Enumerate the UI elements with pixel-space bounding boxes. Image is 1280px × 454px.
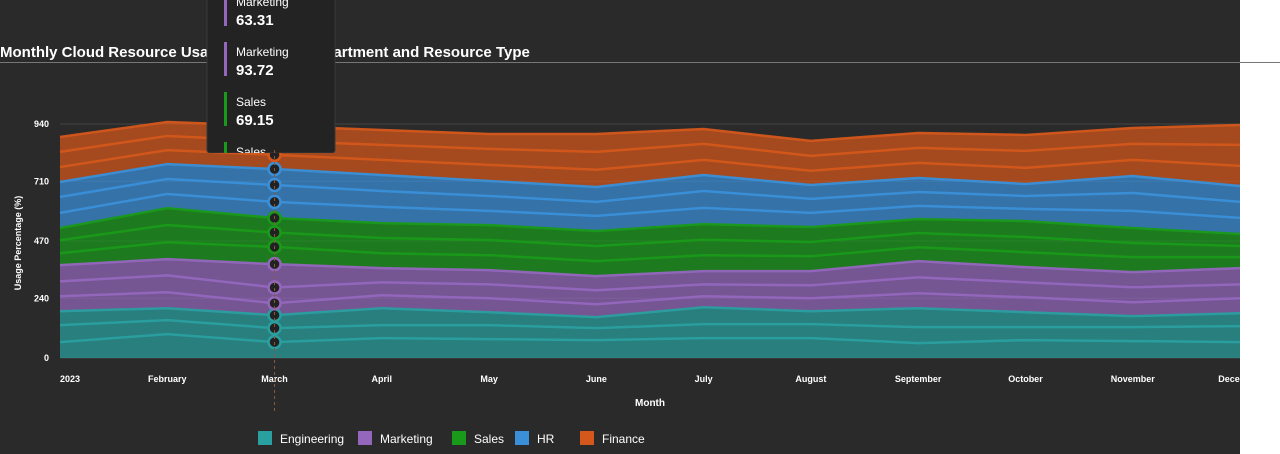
tooltip-swatch (224, 92, 227, 126)
y-tick-label: 710 (34, 176, 49, 186)
legend-swatch[interactable] (358, 431, 372, 445)
x-tick-label: April (372, 374, 393, 384)
x-tick-label: June (586, 374, 607, 384)
legend-label[interactable]: Sales (474, 432, 504, 446)
legend-swatch[interactable] (580, 431, 594, 445)
x-tick-label: 2023 (60, 374, 80, 384)
area-line (59, 223, 1240, 248)
tooltip-name: Sales (236, 145, 266, 159)
tooltip-swatch (224, 0, 227, 26)
x-axis-title: Month (635, 398, 665, 409)
tooltip-name: Sales (236, 95, 266, 109)
tooltip-value: 69.15 (236, 112, 274, 129)
x-tick-label: May (480, 374, 498, 384)
area (60, 179, 1240, 218)
legend-swatch[interactable] (515, 431, 529, 445)
legend: Engineering Marketing Sales HR Finance (258, 431, 645, 446)
legend-swatch[interactable] (452, 431, 466, 445)
area-line (59, 274, 1240, 292)
legend-label[interactable]: HR (537, 432, 555, 446)
y-tick-label: 240 (34, 293, 49, 303)
legend-swatch[interactable] (258, 431, 272, 445)
hover-marker (267, 295, 282, 311)
legend-label[interactable]: Engineering (280, 432, 344, 446)
area (60, 193, 1240, 235)
area-line (59, 291, 1240, 306)
legend-label[interactable]: Marketing (380, 432, 433, 446)
hover-marker (267, 194, 282, 210)
tooltip-swatch (224, 42, 227, 76)
area-line (59, 332, 1240, 345)
hover-marker (267, 225, 282, 240)
y-tick-label: 470 (34, 236, 49, 246)
area-line (59, 192, 1240, 220)
x-tick-label: July (695, 374, 713, 384)
plot: 2023 February March April May June July August S… (59, 118, 1262, 384)
area-line (59, 240, 1240, 263)
tooltip: Marketing 63.31 Marketing 93.72 Sales 69.15 Sa… (206, 0, 336, 159)
x-tick-label: August (795, 374, 826, 384)
area-line (59, 148, 1240, 173)
area-line (59, 257, 1240, 278)
area-line (59, 318, 1240, 330)
y-tick-label: 940 (34, 119, 49, 129)
tooltip-box (206, 0, 336, 153)
x-tick-label: December (1218, 374, 1262, 384)
x-tick-label: September (895, 374, 942, 384)
legend-label[interactable]: Finance (602, 432, 645, 446)
y-tick-label: 0 (44, 353, 49, 363)
area-line (59, 206, 1240, 236)
area (60, 307, 1240, 329)
x-tick-label: February (148, 374, 187, 384)
tooltip-value: 63.31 (236, 12, 274, 29)
tooltip-name: Marketing (236, 45, 289, 59)
area-line (59, 305, 1240, 319)
x-tick-label: October (1008, 374, 1043, 384)
area-line (59, 162, 1240, 189)
hover-marker (267, 280, 282, 295)
y-axis-title: Usage Percentage (%) (13, 196, 23, 291)
hover-marker (267, 177, 282, 193)
area-line (59, 177, 1240, 204)
tooltip-swatch (224, 142, 227, 153)
tooltip-name: Marketing (236, 0, 289, 9)
tooltip-value: 93.72 (236, 62, 274, 79)
x-tick-label: November (1111, 374, 1156, 384)
